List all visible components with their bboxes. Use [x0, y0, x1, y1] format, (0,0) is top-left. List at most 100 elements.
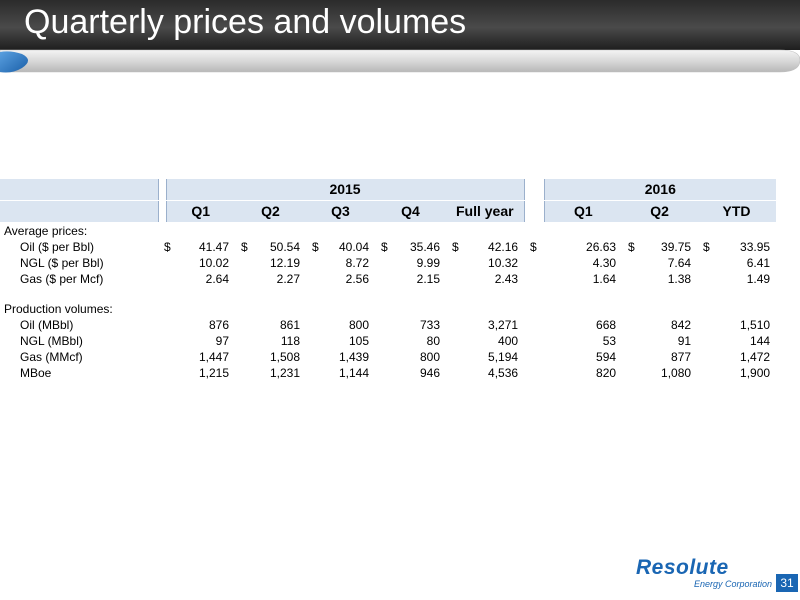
currency-symbol: $ — [628, 240, 635, 254]
currency-symbol: $ — [312, 240, 319, 254]
table-cell: 53 — [602, 334, 617, 348]
table-cell: 1.49 — [746, 272, 771, 286]
table-cell: 26.63 — [586, 240, 617, 254]
currency-symbol: $ — [241, 240, 248, 254]
currency-symbol: $ — [530, 240, 537, 254]
table-cell: 946 — [419, 366, 440, 380]
table-body: Average prices: Oil ($ per Bbl) $41.47 50.5… — [0, 223, 776, 382]
table-cell: 39.75 $ — [628, 240, 692, 254]
year-header-row: 2015 2016 — [0, 179, 777, 201]
table-cell: 2.27 — [276, 272, 300, 286]
spacer-row — [0, 287, 776, 301]
table-cell: 1,508 — [269, 350, 300, 364]
prices-volumes-table: 2015 2016 Q1 Q2 Q3 Q4 Full year Q1 Q2 YT… — [0, 179, 777, 382]
table-cell: 5,194 — [488, 350, 519, 364]
table-cell: 594 — [596, 350, 617, 364]
table-cell: 40.04 $ — [312, 240, 369, 254]
col-2016-q1: Q1 — [543, 200, 623, 223]
table-row: Gas ($ per Mcf) 2.64 2.27 2.56 2.15 2.43 1.64 1… — [0, 271, 776, 287]
col-2015-q4: Q4 — [375, 200, 446, 223]
currency-symbol: $ — [164, 240, 171, 254]
table-cell: 1,472 — [740, 350, 771, 364]
table-cell: 842 — [671, 318, 692, 332]
section-heading-row: Production volumes: — [0, 301, 776, 317]
table-cell: 105 — [348, 334, 369, 348]
table-cell: 42.16 $ — [452, 240, 519, 254]
year-2016: 2016 — [543, 179, 777, 201]
currency-symbol: $ — [703, 240, 710, 254]
table-row: NGL ($ per Bbl) 10.02 12.19 8.72 9.99 10.32 4.… — [0, 255, 776, 271]
currency-symbol: $ — [452, 240, 459, 254]
page-number: 31 — [776, 574, 798, 592]
table-cell: 733 — [419, 318, 440, 332]
table-row: MBoe 1,215 1,231 1,144 946 4,536 820 1,080 1,900 — [0, 365, 776, 381]
table-cell: 1.64 — [592, 272, 617, 286]
table-row: Oil ($ per Bbl) $41.47 50.54 $ 40.04 $ 35.46 $ 4… — [0, 239, 776, 255]
table-cell: 8.72 — [345, 256, 369, 270]
col-2015-full-year: Full year — [446, 200, 525, 223]
table-cell: 10.32 — [488, 256, 519, 270]
table-cell: 97 — [215, 334, 229, 348]
table-row: NGL (MBbl) 97 118 105 80 400 53 91 144 — [0, 333, 776, 349]
quarter-header-row: Q1 Q2 Q3 Q4 Full year Q1 Q2 YTD — [0, 200, 777, 223]
table-cell: 1,080 — [661, 366, 692, 380]
table-cell: 400 — [498, 334, 519, 348]
col-2015-q1: Q1 — [165, 200, 235, 223]
table-cell: 2.56 — [345, 272, 369, 286]
table-cell: 1,900 — [740, 366, 771, 380]
slide-title: Quarterly prices and volumes — [24, 3, 467, 41]
table-cell: 800 — [419, 350, 440, 364]
table-cell: 820 — [596, 366, 617, 380]
resolute-logo: Resolute Energy Corporation — [636, 556, 772, 589]
table-cell: 12.19 — [269, 256, 300, 270]
table-cell: 1,144 — [338, 366, 369, 380]
section-heading: Average prices: — [4, 224, 88, 238]
row-label: NGL (MBbl) — [20, 334, 83, 348]
table-cell: 33.95 $ — [703, 240, 771, 254]
table-cell: 50.54 $ — [241, 240, 300, 254]
row-label: Gas (MMcf) — [20, 350, 83, 364]
year-2015: 2015 — [165, 179, 525, 201]
logo-subtitle: Energy Corporation — [693, 579, 772, 589]
table-cell: 1,215 — [198, 366, 229, 380]
table-row: Gas (MMcf) 1,447 1,508 1,439 800 5,194 594 877 1… — [0, 349, 776, 365]
col-2015-q2: Q2 — [235, 200, 306, 223]
table-cell: 144 — [750, 334, 771, 348]
table-cell: 6.41 — [746, 256, 771, 270]
table-cell: 1,447 — [198, 350, 229, 364]
table-cell: 876 — [208, 318, 229, 332]
row-label: Oil (MBbl) — [20, 318, 74, 332]
table-row: Oil (MBbl) 876 861 800 733 3,271 668 842 1,510 — [0, 317, 776, 333]
table-cell: 1,231 — [269, 366, 300, 380]
table-cell: 7.64 — [667, 256, 692, 270]
row-label: MBoe — [20, 366, 52, 380]
table-cell: 10.02 — [198, 256, 229, 270]
table-cell: 2.64 — [205, 272, 229, 286]
table-cell: 2.15 — [416, 272, 440, 286]
table-cell: 2.43 — [494, 272, 519, 286]
table-cell: 1.38 — [667, 272, 692, 286]
section-heading-row: Average prices: — [0, 223, 776, 240]
table-cell: 1,510 — [740, 318, 771, 332]
currency-symbol: $ — [381, 240, 388, 254]
header-swoosh — [0, 49, 800, 73]
table-cell: 41.47 — [198, 240, 229, 254]
col-2015-q3: Q3 — [306, 200, 375, 223]
table-cell: 861 — [279, 318, 300, 332]
table-cell: 800 — [348, 318, 369, 332]
table-cell: 118 — [280, 334, 300, 348]
table-cell: 3,271 — [488, 318, 519, 332]
slide-header: Quarterly prices and volumes — [0, 0, 800, 50]
table-cell: 91 — [677, 334, 692, 348]
col-2016-q2: Q2 — [622, 200, 698, 223]
col-2016-ytd: YTD — [697, 200, 777, 223]
table-cell: 1,439 — [338, 350, 369, 364]
table-cell: 4,536 — [488, 366, 519, 380]
table-cell: 80 — [426, 334, 440, 348]
row-label: NGL ($ per Bbl) — [20, 256, 104, 270]
row-label: Oil ($ per Bbl) — [20, 240, 95, 254]
table-cell: 9.99 — [416, 256, 440, 270]
row-label: Gas ($ per Mcf) — [20, 272, 104, 286]
table-cell: 35.46 $ — [381, 240, 440, 254]
table-cell: 668 — [596, 318, 617, 332]
